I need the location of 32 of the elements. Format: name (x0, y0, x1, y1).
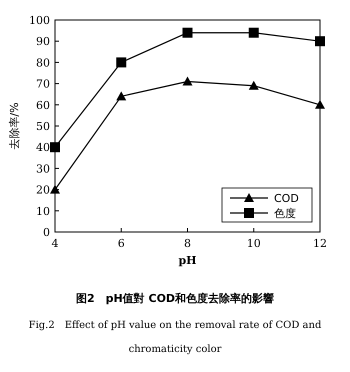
legend-label: COD (274, 192, 299, 205)
y-tick-label: 30 (36, 162, 50, 176)
point (182, 76, 192, 86)
point (315, 36, 325, 46)
y-tick-label: 40 (36, 141, 50, 154)
legend-label: 色度 (274, 207, 296, 220)
point (248, 80, 259, 90)
y-tick-label: 20 (36, 184, 50, 197)
point (315, 100, 325, 109)
text: 图2 pH值對 COD和色度去除率的影響 (76, 292, 274, 305)
point (116, 57, 126, 68)
y-axis-title: 去除率/% (8, 102, 21, 150)
point (50, 142, 60, 152)
x-tick-label: 12 (313, 237, 327, 250)
y-tick-label: 90 (36, 35, 50, 48)
x-axis-title: pH (178, 254, 197, 267)
point (248, 28, 259, 38)
y-tick-label: 0 (43, 226, 50, 239)
point (182, 28, 192, 38)
point (116, 91, 126, 100)
text: Fig.2 Effect of pH value on the removal rate of COD and chromaticity color (28, 320, 322, 355)
y-tick-label: 10 (36, 204, 50, 218)
x-tick-label: 8 (184, 237, 191, 250)
point (50, 184, 60, 194)
y-tick-label: 70 (36, 78, 50, 91)
x-tick-label: 4 (52, 237, 58, 250)
y-tick-label: 60 (36, 98, 50, 112)
y-tick-label: 80 (36, 56, 50, 70)
x-tick-label: 10 (246, 237, 261, 250)
x-tick-label: 6 (118, 237, 125, 250)
y-tick-label: 100 (29, 14, 50, 27)
y-tick-label: 50 (36, 120, 50, 133)
